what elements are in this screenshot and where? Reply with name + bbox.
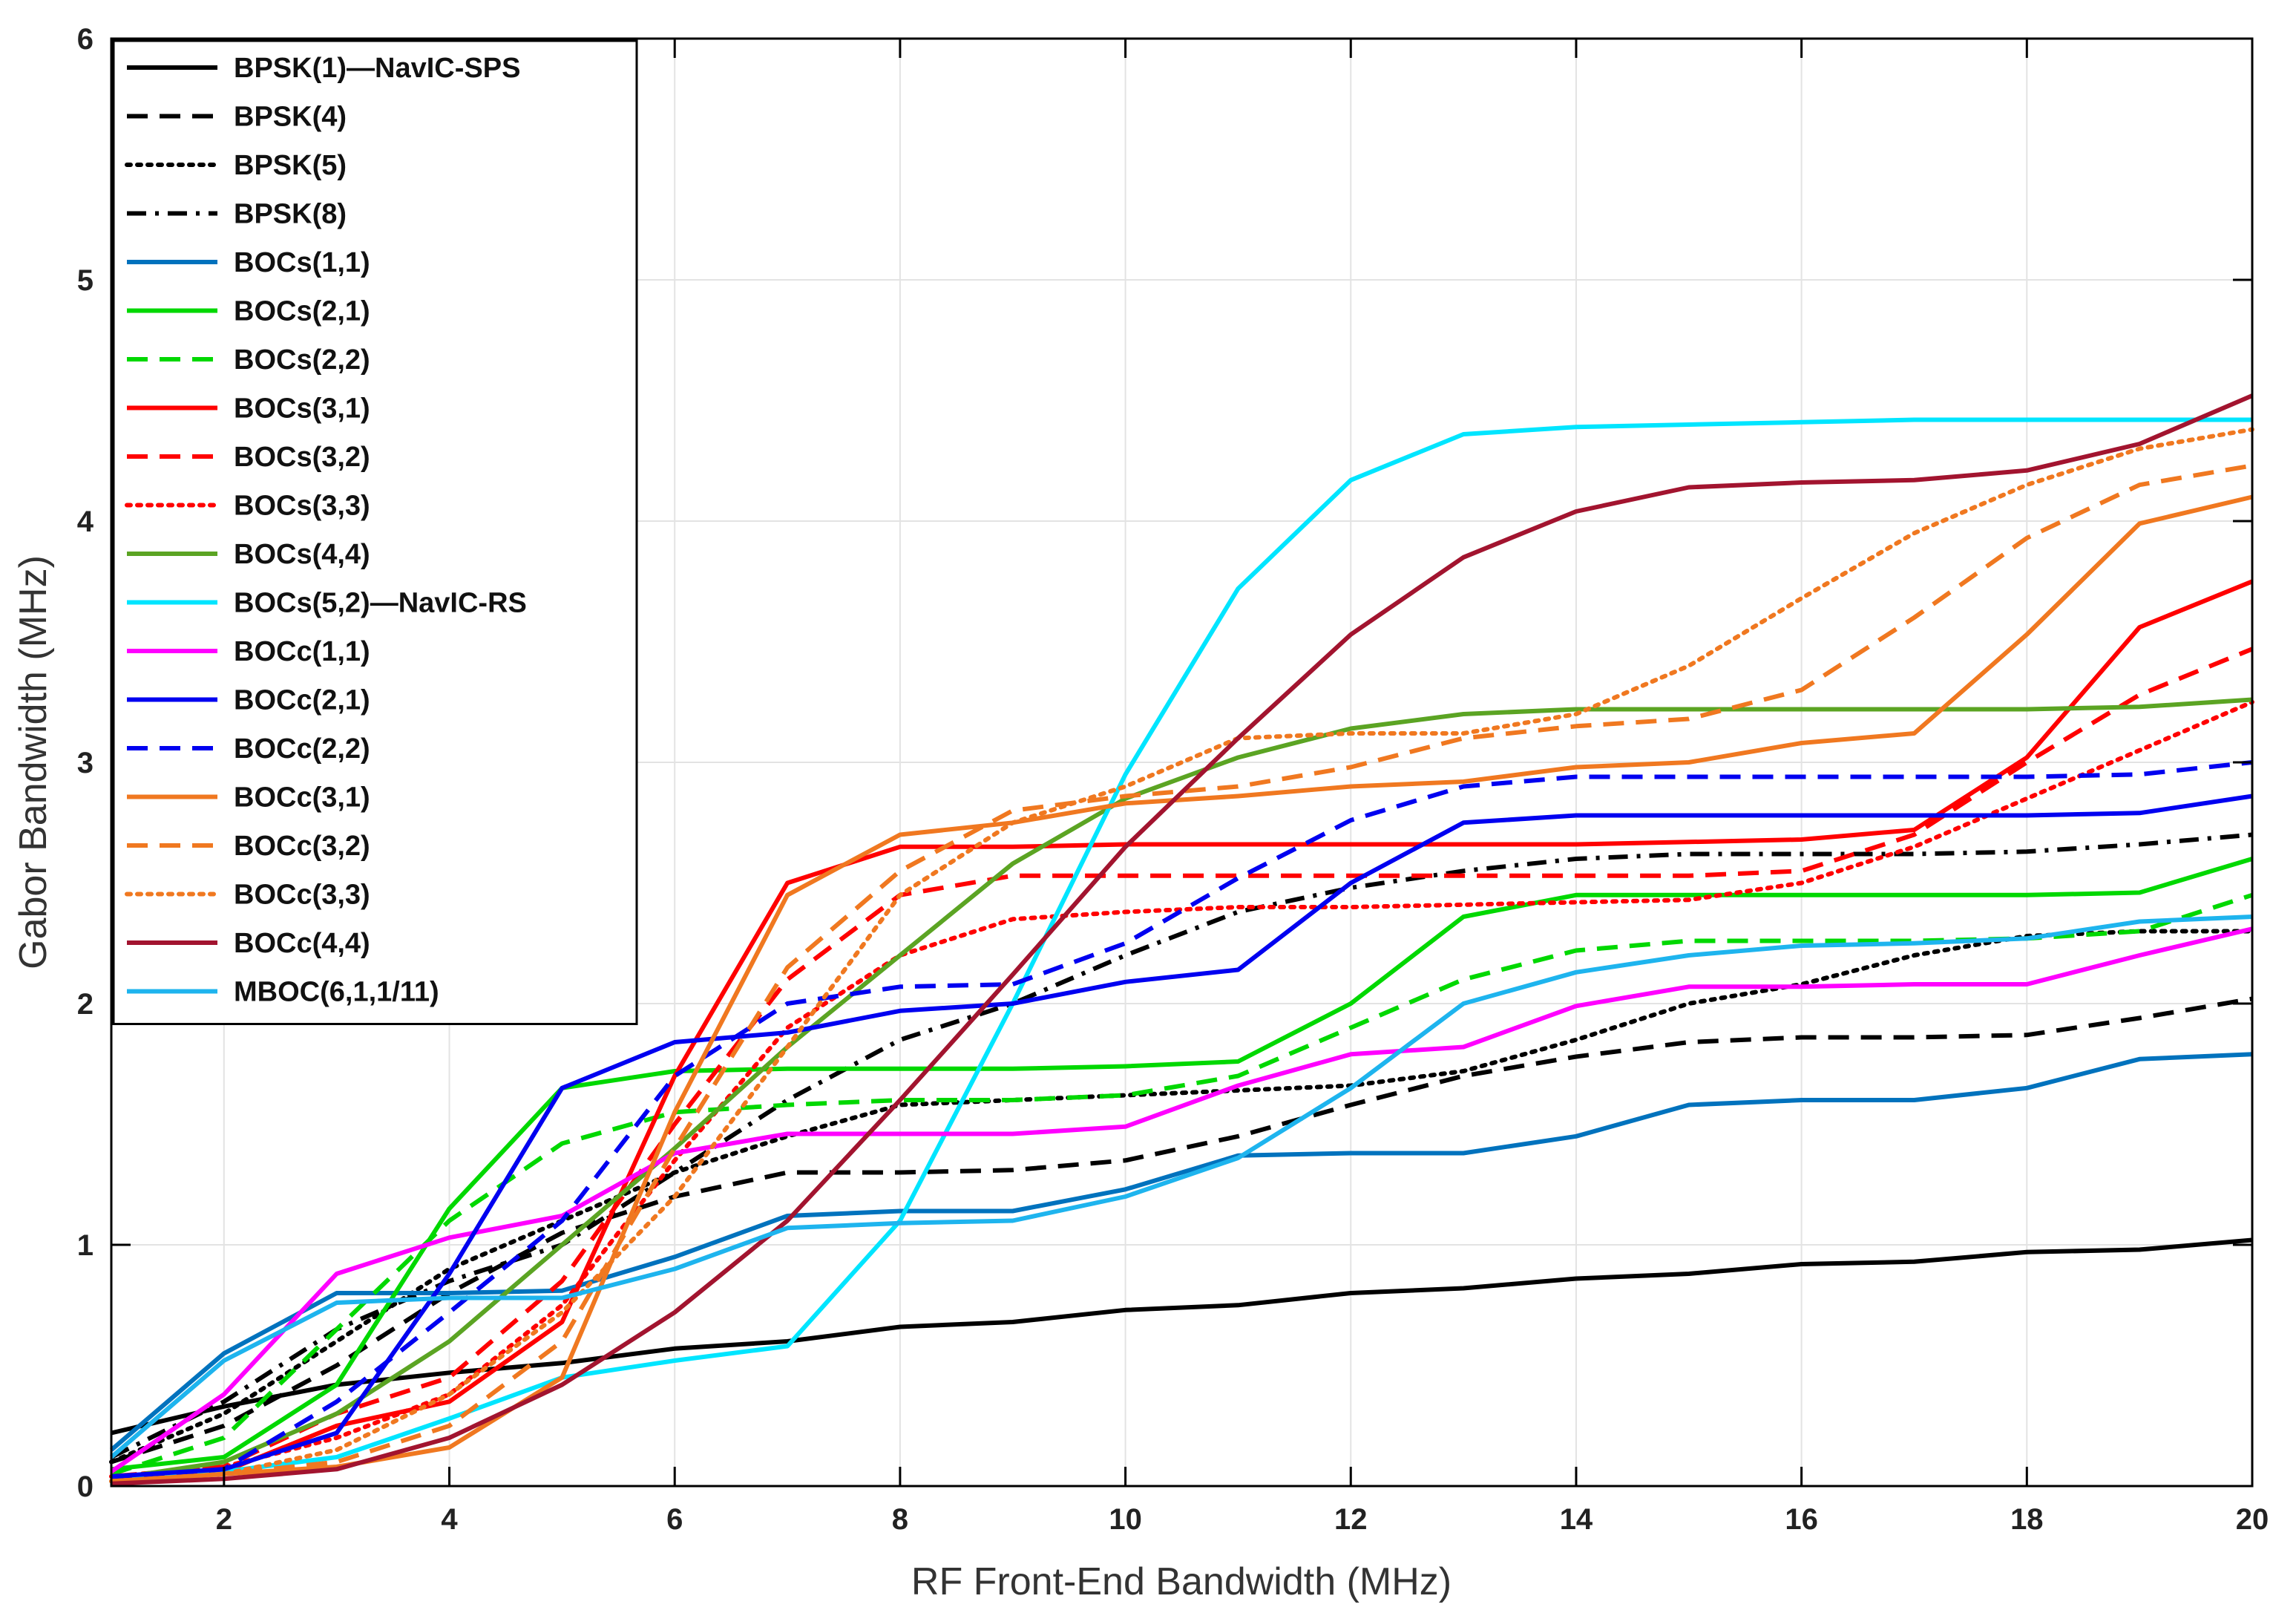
y-tick-label: 0 (77, 1470, 94, 1503)
legend-label: BPSK(4) (234, 102, 347, 133)
x-tick-label: 18 (2010, 1503, 2044, 1536)
series-line (109, 929, 2254, 1465)
legend-label: BOCs(2,2) (234, 344, 370, 376)
legend: BPSK(1)—NavIC-SPS BPSK(4) BPSK(5) BPSK(8) BO… (112, 39, 638, 1025)
legend-label: BOCs(3,2) (234, 442, 370, 473)
series-line (111, 1237, 2253, 1436)
x-tick-label: 2 (216, 1503, 232, 1536)
series-line (109, 427, 2254, 1484)
legend-label: BOCc(3,1) (234, 782, 370, 814)
series-line (110, 926, 2253, 1473)
series-line (111, 892, 2253, 1476)
series-line (111, 857, 2253, 1472)
y-tick-label: 5 (77, 264, 94, 297)
x-tick-label: 20 (2236, 1503, 2269, 1536)
y-tick-label: 3 (77, 747, 94, 779)
series-line (111, 494, 2253, 1484)
x-axis-label: RF Front-End Bandwidth (MHz) (911, 1560, 1452, 1603)
series-line (111, 463, 2253, 1484)
y-tick-label: 1 (77, 1229, 94, 1262)
x-tick-label: 4 (441, 1503, 458, 1536)
x-tick-label: 12 (1334, 1503, 1368, 1536)
legend-label: BPSK(8) (234, 199, 347, 230)
x-tick-label: 16 (1785, 1503, 1818, 1536)
y-axis-label: Gabor Bandwidth (MHz) (12, 555, 55, 969)
x-tick-label: 6 (666, 1503, 683, 1536)
legend-label: BOCc(2,1) (234, 685, 370, 716)
legend-label: BOCc(3,2) (234, 831, 370, 862)
x-tick-label: 8 (892, 1503, 908, 1536)
series-line (111, 697, 2253, 1482)
x-tick-label: 14 (1560, 1503, 1593, 1536)
legend-label: MBOC(6,1,1/11) (234, 977, 439, 1008)
legend-label: BOCs(4,4) (234, 539, 370, 570)
legend-label: BOCs(3,1) (234, 393, 370, 425)
series-line (111, 393, 2254, 1486)
legend-label: BOCc(3,3) (234, 880, 370, 911)
legend-label: BOCs(5,2)—NavIC-RS (234, 588, 527, 619)
series-lines (109, 393, 2254, 1486)
legend-label: BOCc(1,1) (234, 636, 370, 667)
series-line (110, 832, 2253, 1459)
y-tick-label: 4 (77, 506, 94, 538)
legend-label: BOCs(3,3) (234, 491, 370, 522)
series-line (110, 1052, 2253, 1452)
legend-label: BPSK(1)—NavIC-SPS (234, 53, 520, 84)
series-line (111, 996, 2253, 1465)
legend-label: BOCs(1,1) (234, 247, 370, 278)
y-tick-label: 6 (77, 23, 94, 56)
legend-label: BOCc(2,2) (234, 733, 370, 765)
y-tick-label: 2 (77, 988, 94, 1021)
legend-box (112, 39, 638, 1025)
x-tick-label: 10 (1109, 1503, 1142, 1536)
legend-label: BPSK(5) (234, 150, 347, 181)
legend-label: BOCs(2,1) (234, 296, 370, 327)
series-line (111, 794, 2253, 1479)
series-line (111, 579, 2254, 1479)
legend-label: BOCc(4,4) (234, 928, 370, 959)
series-line (110, 915, 2253, 1459)
